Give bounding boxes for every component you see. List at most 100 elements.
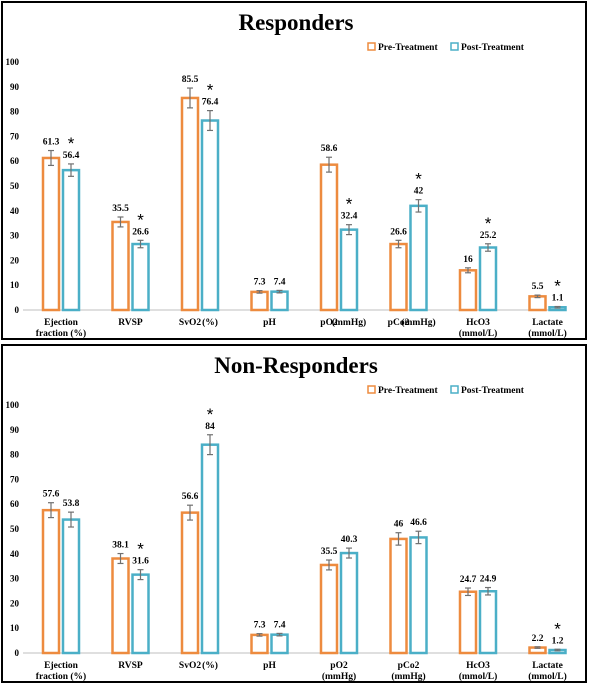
y-tick-label: 10 — [10, 623, 20, 633]
x-tick-label: pO2 — [330, 661, 348, 671]
data-label-pre: 46 — [394, 520, 404, 530]
data-label-pre: 35.5 — [112, 204, 129, 214]
y-tick-label: 30 — [10, 574, 20, 584]
data-label-post: 1.2 — [552, 636, 564, 646]
x-tick-label: HcO3 — [466, 318, 490, 328]
bar-pre — [111, 557, 130, 655]
bar-pre — [250, 633, 269, 655]
bar-post — [200, 443, 220, 655]
x-tick-label: Lactate — [532, 318, 563, 328]
x-tick-unit-label: (%) — [202, 317, 218, 328]
y-tick-label: 50 — [10, 181, 20, 191]
x-tick-label-unit: (mmHg) — [391, 671, 425, 682]
significance-star: * — [68, 134, 75, 153]
bar-post — [61, 518, 81, 655]
x-tick-unit-label: (%) — [202, 660, 218, 671]
y-tick-label: 30 — [10, 231, 20, 241]
significance-star: * — [415, 170, 422, 189]
y-tick-label: 10 — [10, 280, 20, 290]
legend-swatch-pre — [367, 42, 376, 51]
bar-pre — [41, 508, 61, 655]
legend-label-pre: Pre-Treatment — [378, 43, 438, 53]
bar-pre — [528, 295, 547, 312]
responders-chart: Responders 0 10 20 30 40 50 60 70 80 90 100 Pre-Trea… — [6, 10, 567, 339]
x-tick-label: pCo2 — [388, 318, 410, 328]
bar-pre — [111, 220, 130, 312]
significance-star: * — [485, 214, 492, 233]
chart-title: Non-Responders — [214, 353, 378, 378]
significance-star: * — [207, 405, 214, 424]
data-label-pre: 35.5 — [321, 547, 338, 557]
x-tick-label: RVSP — [118, 661, 143, 671]
data-label-post: 40.3 — [341, 535, 358, 545]
x-tick-label: pCo2 — [398, 661, 420, 671]
y-tick-label: 0 — [15, 648, 20, 658]
data-label-pre: 85.5 — [182, 75, 199, 85]
significance-star: * — [137, 210, 144, 229]
bar-pre — [250, 290, 269, 312]
bar-post — [409, 204, 428, 312]
legend-label-post: Post-Treatment — [461, 386, 525, 396]
bar-post — [409, 536, 428, 655]
significance-star: * — [346, 195, 353, 214]
x-tick-label-unit: (mmHg) — [322, 671, 356, 682]
bar-post — [478, 246, 498, 312]
y-tick-label: 100 — [6, 400, 20, 410]
data-label-post: 7.4 — [274, 277, 286, 287]
chart-panel-responders: Responders 0 10 20 30 40 50 60 70 80 90 100 Pre-Trea… — [1, 1, 587, 340]
bar-post — [270, 290, 289, 312]
y-tick-label: 60 — [10, 156, 20, 166]
bar-post — [339, 228, 359, 312]
x-tick-label: pH — [263, 318, 276, 328]
data-label-pre: 57.6 — [43, 490, 60, 500]
y-tick-label: 90 — [10, 82, 20, 92]
data-label-pre: 26.6 — [390, 227, 407, 237]
bar-post — [478, 589, 498, 655]
x-tick-label-unit: (mmol/L) — [459, 328, 498, 339]
y-tick-label: 50 — [10, 524, 20, 534]
y-tick-label: 40 — [10, 206, 20, 216]
x-tick-label: SvO2 — [179, 318, 201, 328]
legend-swatch-pre — [367, 385, 376, 394]
bar-post — [339, 551, 359, 655]
data-label-post: 26.6 — [132, 227, 149, 237]
bar-post — [131, 242, 150, 312]
y-tick-label: 0 — [15, 305, 20, 315]
data-label-post: 56.4 — [63, 151, 80, 161]
data-label-pre: 2.2 — [532, 634, 544, 644]
data-label-post: 84 — [205, 422, 215, 432]
y-tick-label: 80 — [10, 107, 20, 117]
significance-star: * — [137, 540, 144, 559]
y-tick-label: 90 — [10, 425, 20, 435]
x-tick-label: Lactate — [532, 661, 563, 671]
data-label-post: 46.6 — [410, 518, 427, 528]
significance-star: * — [554, 619, 561, 638]
data-label-post: 31.6 — [132, 557, 149, 567]
y-tick-label: 80 — [10, 450, 20, 460]
data-label-pre: 7.3 — [254, 278, 266, 288]
bar-pre — [180, 511, 200, 655]
bar-pre — [41, 156, 61, 312]
data-label-pre: 24.7 — [460, 575, 477, 585]
y-tick-label: 70 — [10, 474, 20, 484]
legend-label-pre: Pre-Treatment — [378, 386, 438, 396]
data-label-pre: 58.6 — [321, 144, 338, 154]
x-tick-unit-label: (mmHg) — [401, 317, 435, 328]
x-tick-label: Ejection — [44, 661, 78, 671]
data-label-post: 1.1 — [552, 294, 564, 304]
data-label-pre: 56.6 — [182, 492, 199, 502]
bar-pre — [319, 163, 339, 312]
y-tick-label: 40 — [10, 549, 20, 559]
bar-post — [61, 168, 81, 312]
data-label-post: 25.2 — [480, 231, 497, 241]
x-tick-label-unit: (mmol/L) — [528, 328, 567, 339]
y-tick-label: 60 — [10, 499, 20, 509]
bar-pre — [389, 242, 408, 312]
bar-post — [200, 119, 220, 312]
bar-pre — [319, 563, 339, 655]
data-label-pre: 7.3 — [254, 621, 266, 631]
y-tick-label: 70 — [10, 131, 20, 141]
data-label-post: 76.4 — [202, 98, 219, 108]
data-label-post: 24.9 — [480, 575, 497, 585]
bar-pre — [389, 537, 408, 655]
